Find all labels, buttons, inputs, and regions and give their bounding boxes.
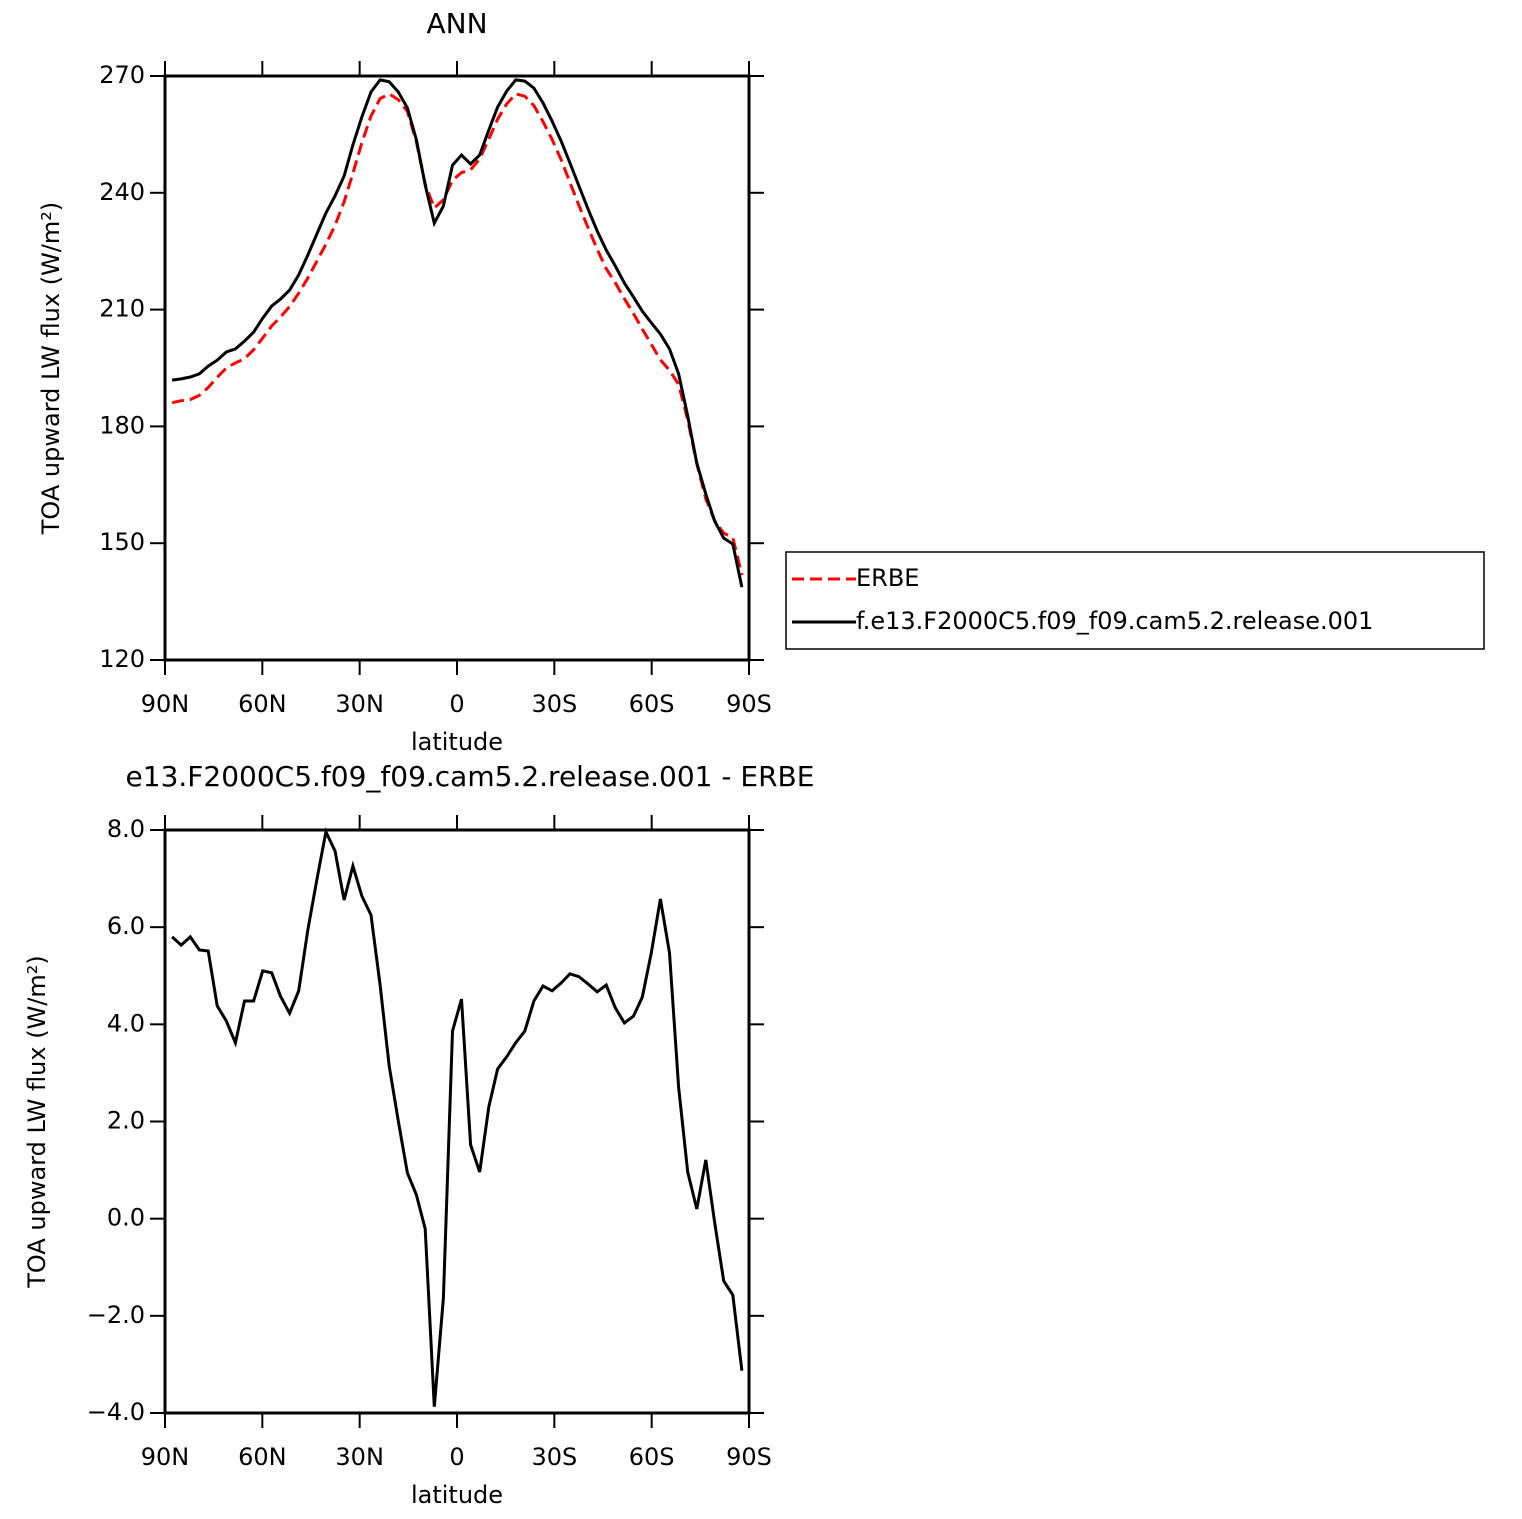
x-tick-label: 60S: [629, 1443, 675, 1471]
chart-title: ANN: [426, 7, 487, 40]
y-axis-label: TOA upward LW flux (W/m²): [23, 955, 51, 1289]
x-tick-label: 60N: [238, 1443, 287, 1471]
y-axis-label: TOA upward LW flux (W/m²): [37, 202, 65, 536]
x-tick-label: 90N: [141, 1443, 190, 1471]
y-tick-label: 2.0: [107, 1107, 145, 1135]
y-tick-label: 8.0: [107, 815, 145, 843]
x-axis-label: latitude: [411, 1481, 503, 1509]
x-tick-label: 30S: [531, 690, 577, 718]
x-tick-label: 0: [449, 1443, 464, 1471]
x-tick-label: 60N: [238, 690, 287, 718]
y-tick-label: 210: [99, 295, 145, 323]
x-tick-label: 90S: [726, 690, 772, 718]
legend-box: [785, 551, 1485, 650]
x-tick-label: 90N: [141, 690, 190, 718]
y-tick-label: 180: [99, 411, 145, 439]
x-tick-label: 30N: [335, 1443, 384, 1471]
y-tick-label: −4.0: [87, 1398, 145, 1426]
plot-frame: [163, 74, 751, 662]
x-tick-label: 30N: [335, 690, 384, 718]
legend-label: ERBE: [856, 564, 919, 592]
y-tick-label: 0.0: [107, 1204, 145, 1232]
x-tick-label: 90S: [726, 1443, 772, 1471]
chart-title: e13.F2000C5.f09_f09.cam5.2.release.001 -…: [126, 760, 815, 793]
y-tick-label: 4.0: [107, 1009, 145, 1037]
data-line: [171, 92, 744, 576]
y-tick-label: 150: [99, 528, 145, 556]
plot-frame: [163, 828, 751, 1415]
x-tick-label: 30S: [531, 1443, 577, 1471]
legend-label: f.e13.F2000C5.f09_f09.cam5.2.release.001: [856, 607, 1373, 635]
y-tick-label: 270: [99, 61, 145, 89]
x-tick-label: 0: [449, 690, 464, 718]
data-line: [171, 78, 744, 588]
x-tick-label: 60S: [629, 690, 675, 718]
y-tick-label: 6.0: [107, 912, 145, 940]
y-tick-label: −2.0: [87, 1301, 145, 1329]
y-tick-label: 120: [99, 645, 145, 673]
x-axis-label: latitude: [411, 728, 503, 756]
y-tick-label: 240: [99, 178, 145, 206]
data-line: [171, 827, 744, 1407]
